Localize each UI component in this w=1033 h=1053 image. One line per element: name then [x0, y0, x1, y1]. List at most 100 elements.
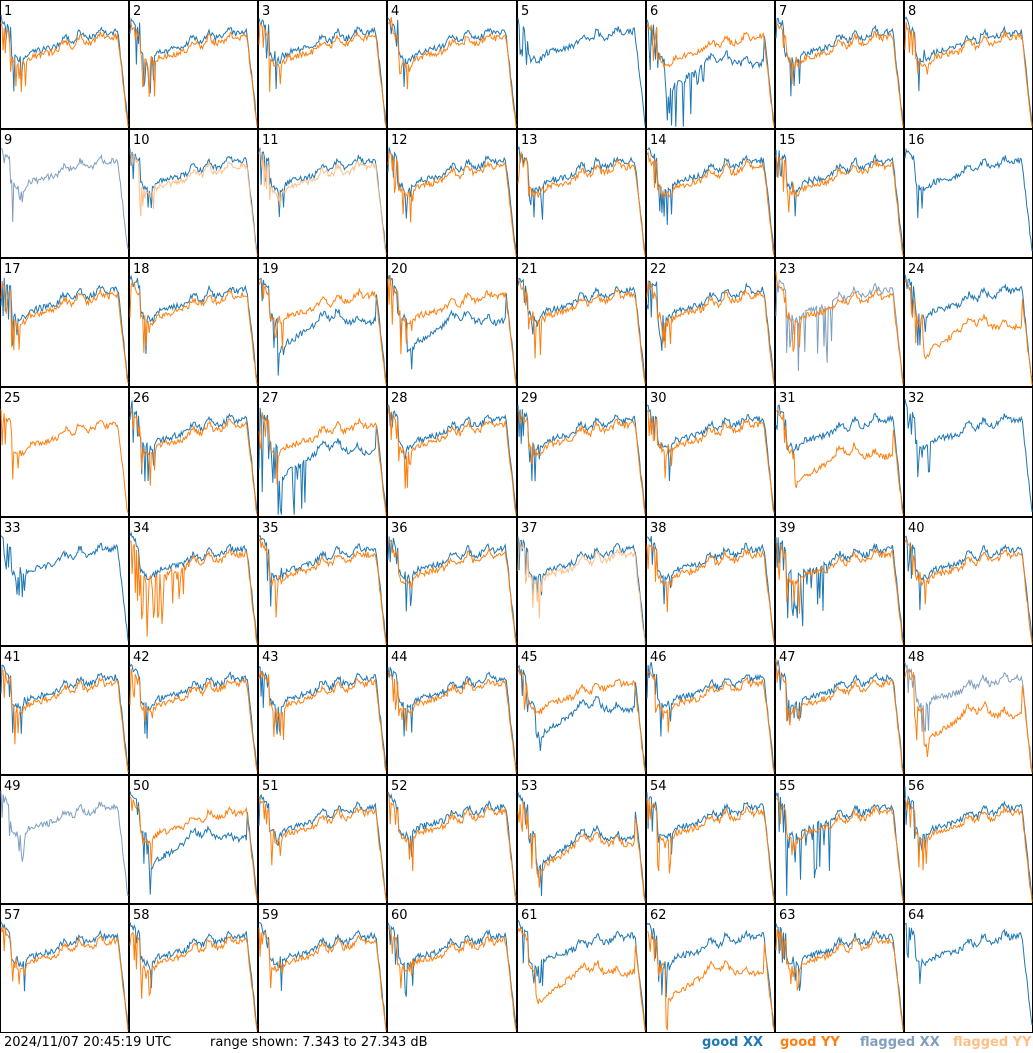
panel-frame: [646, 387, 775, 517]
good-yy-trace: [646, 280, 775, 385]
panel-2: 2: [129, 0, 258, 129]
timestamp-label: 2024/11/07 20:45:19 UTC: [4, 1035, 172, 1050]
panel-label: 30: [650, 391, 667, 406]
good-xx-trace: [646, 280, 775, 384]
good-yy-trace: [775, 797, 904, 902]
panel-label: 48: [908, 650, 925, 665]
panel-frame: [775, 775, 904, 904]
panel-frame: [0, 775, 129, 904]
panel-55: 55: [775, 775, 904, 904]
good-yy-trace: [904, 537, 1033, 644]
panel-label: 59: [262, 908, 279, 923]
panel-label: 51: [262, 779, 279, 794]
good-yy-trace: [775, 929, 904, 1031]
panel-label: 9: [4, 133, 12, 148]
panel-label: 43: [262, 650, 279, 665]
panel-frame: [904, 129, 1033, 258]
panel-38: 38: [646, 517, 775, 646]
good-xx-trace: [775, 792, 904, 899]
panel-frame: [387, 129, 517, 258]
panel-9: 9: [0, 129, 129, 258]
panel-47: 47: [775, 646, 904, 775]
panel-46: 46: [646, 646, 775, 775]
panel-label: 64: [908, 908, 925, 923]
good-xx-trace: [387, 536, 517, 639]
panel-label: 32: [908, 391, 925, 406]
panel-label: 4: [391, 4, 399, 19]
panel-frame: [775, 904, 904, 1033]
good-xx-trace: [258, 407, 387, 515]
panel-frame: [387, 646, 517, 775]
good-xx-trace: [387, 147, 517, 251]
good-yy-trace: [904, 279, 1033, 385]
panel-frame: [904, 387, 1033, 517]
panel-label: 46: [650, 650, 667, 665]
panel-label: 12: [391, 133, 408, 148]
panel-label: 39: [779, 521, 796, 536]
panel-51: 51: [258, 775, 387, 904]
flagged-xx-trace: [0, 147, 129, 250]
panel-52: 52: [387, 775, 517, 904]
chart-footer: 2024/11/07 20:45:19 UTC range shown: 7.3…: [0, 1033, 1033, 1053]
panel-frame: [904, 517, 1033, 646]
panel-64: 64: [904, 904, 1033, 1033]
panel-label: 52: [391, 779, 408, 794]
panel-34: 34: [129, 517, 258, 646]
good-yy-trace: [387, 539, 517, 644]
panel-frame: [129, 646, 258, 775]
good-xx-trace: [646, 19, 775, 127]
good-yy-trace: [0, 670, 129, 773]
legend-flagged-yy: flagged YY: [953, 1035, 1032, 1050]
good-yy-trace: [258, 280, 387, 385]
panel-60: 60: [387, 904, 517, 1033]
panel-label: 5: [521, 4, 529, 19]
panel-label: 34: [133, 521, 150, 536]
panel-label: 1: [4, 4, 12, 19]
panel-63: 63: [775, 904, 904, 1033]
panel-frame: [129, 517, 258, 646]
good-xx-trace: [904, 147, 1033, 252]
good-yy-trace: [775, 271, 904, 385]
good-xx-trace: [387, 404, 517, 513]
panel-23: 23: [775, 258, 904, 387]
good-xx-trace: [129, 400, 258, 513]
panel-frame: [387, 775, 517, 904]
panel-frame: [387, 387, 517, 517]
good-xx-trace: [775, 404, 904, 511]
panel-16: 16: [904, 129, 1033, 258]
panel-frame: [904, 0, 1033, 129]
panel-frame: [387, 0, 517, 129]
good-yy-trace: [775, 658, 904, 773]
panel-53: 53: [517, 775, 646, 904]
panel-label: 40: [908, 521, 925, 536]
good-yy-trace: [517, 802, 646, 902]
panel-1: 1: [0, 0, 129, 129]
panel-7: 7: [775, 0, 904, 129]
panel-42: 42: [129, 646, 258, 775]
panel-frame: [0, 646, 129, 775]
panel-label: 36: [391, 521, 408, 536]
good-yy-trace: [258, 671, 387, 772]
panel-3: 3: [258, 0, 387, 129]
panel-label: 38: [650, 521, 667, 536]
good-yy-trace: [387, 17, 517, 127]
panel-label: 31: [779, 391, 796, 406]
panel-61: 61: [517, 904, 646, 1033]
panel-label: 53: [521, 779, 538, 794]
good-xx-trace: [775, 537, 904, 641]
good-yy-trace: [646, 931, 775, 1031]
good-yy-trace: [904, 797, 1033, 902]
panel-frame: [646, 517, 775, 646]
panel-17: 17: [0, 258, 129, 387]
panel-label: 8: [908, 4, 916, 19]
good-xx-trace: [0, 535, 129, 641]
good-xx-trace: [129, 17, 258, 123]
good-yy-trace: [517, 278, 646, 384]
panel-50: 50: [129, 775, 258, 904]
panel-frame: [129, 0, 258, 129]
panel-label: 58: [133, 908, 150, 923]
panel-30: 30: [646, 387, 775, 517]
good-yy-trace: [646, 671, 775, 773]
panel-label: 37: [521, 521, 538, 536]
good-xx-trace: [517, 920, 646, 1030]
